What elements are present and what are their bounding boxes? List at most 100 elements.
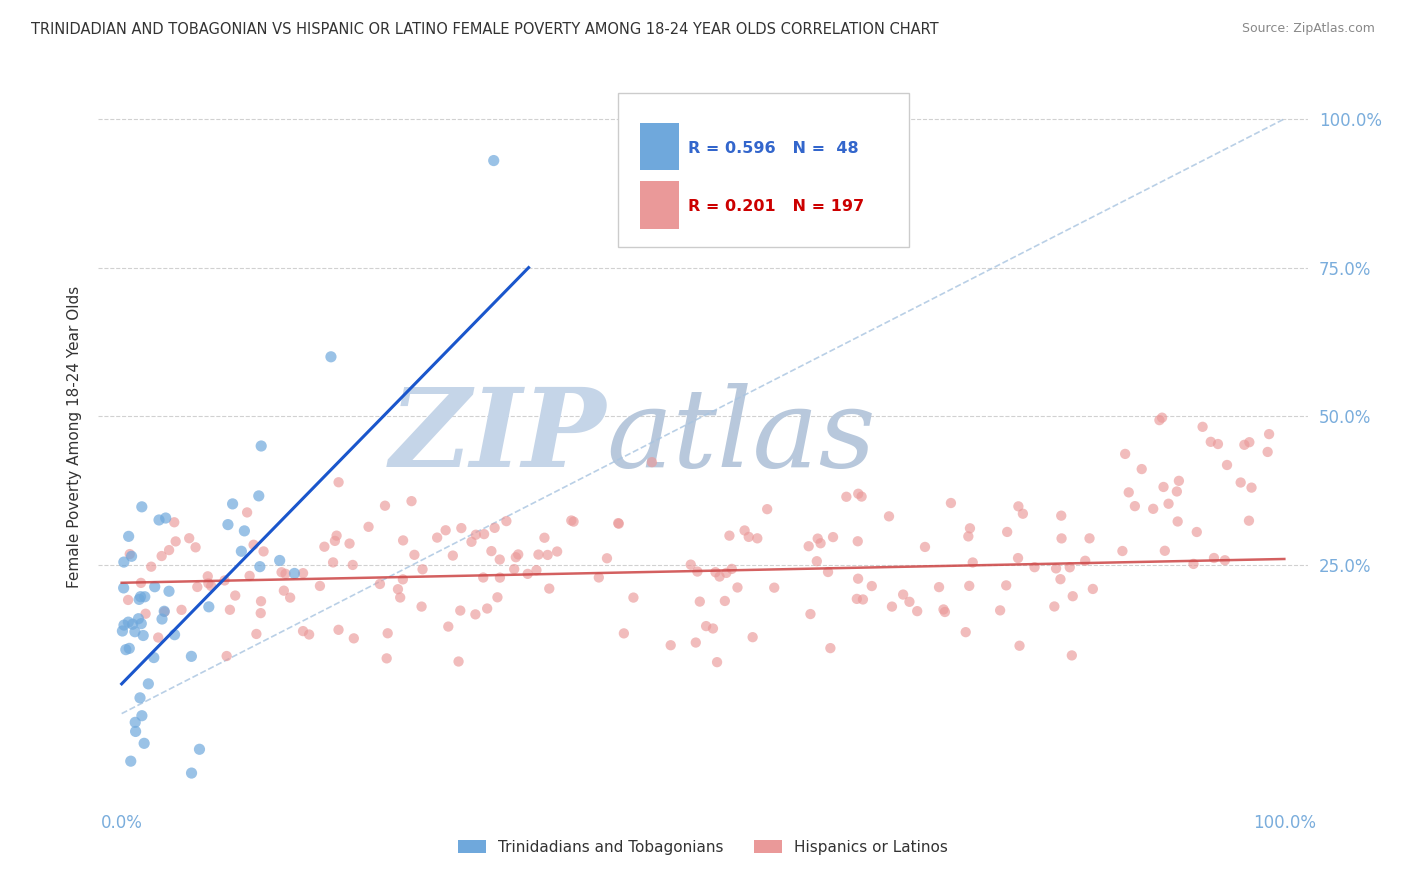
Point (1050, 508, 1073, 523)
Point (129, 575, 152, 590)
Point (928, 580, 950, 594)
Point (184, 541, 207, 555)
Point (434, 523, 457, 537)
Legend: Trinidadians and Tobagonians, Hispanics or Latinos: Trinidadians and Tobagonians, Hispanics … (453, 834, 953, 861)
Point (503, 562, 526, 576)
Point (153, 605, 176, 619)
Point (127, 612, 149, 626)
FancyBboxPatch shape (640, 122, 679, 170)
Text: ZIP: ZIP (389, 384, 606, 491)
Point (1059, 560, 1081, 574)
Point (249, 606, 271, 620)
Point (118, 547, 141, 561)
Point (215, 648, 238, 663)
Point (247, 489, 270, 503)
Point (292, 566, 315, 581)
Point (1185, 524, 1208, 539)
Point (1233, 438, 1256, 452)
Point (114, 642, 136, 657)
Point (1007, 500, 1029, 514)
Point (319, 350, 342, 364)
Point (962, 556, 984, 570)
Point (273, 583, 295, 598)
Point (689, 594, 711, 608)
Point (121, 549, 143, 564)
Point (197, 576, 219, 591)
Point (153, 604, 176, 618)
Point (486, 591, 509, 605)
Point (607, 516, 630, 531)
Point (118, 529, 141, 543)
Point (392, 573, 415, 587)
Point (1043, 599, 1066, 614)
Point (807, 532, 830, 546)
Point (112, 618, 135, 632)
Point (150, 612, 173, 626)
Point (155, 511, 177, 525)
Point (820, 641, 842, 656)
Point (898, 595, 921, 609)
Point (475, 601, 498, 615)
Point (121, 617, 143, 632)
Point (1191, 420, 1213, 434)
Text: Source: ZipAtlas.com: Source: ZipAtlas.com (1241, 22, 1375, 36)
Point (763, 581, 786, 595)
Point (860, 579, 883, 593)
Point (1213, 553, 1236, 567)
Point (1078, 532, 1101, 546)
Point (219, 603, 242, 617)
Point (623, 591, 645, 605)
Point (141, 559, 163, 574)
Point (709, 569, 731, 583)
Point (738, 530, 761, 544)
Point (134, 590, 156, 604)
Point (1049, 572, 1071, 586)
Point (157, 584, 180, 599)
Point (387, 582, 409, 597)
Point (695, 619, 717, 633)
Point (495, 514, 517, 528)
Point (217, 517, 239, 532)
Point (1206, 437, 1229, 451)
Point (538, 582, 561, 596)
Point (298, 627, 321, 641)
Point (214, 574, 236, 588)
Point (1153, 543, 1175, 558)
Point (412, 562, 434, 576)
Point (835, 490, 858, 504)
Point (484, 521, 506, 535)
Point (851, 490, 873, 504)
Point (117, 615, 139, 629)
Point (124, 624, 146, 639)
Point (231, 544, 253, 558)
Point (269, 553, 291, 567)
Point (129, 690, 152, 705)
Point (472, 527, 495, 541)
Point (1074, 554, 1097, 568)
Point (641, 455, 664, 469)
Point (1157, 497, 1180, 511)
Point (239, 569, 262, 583)
Point (314, 540, 336, 554)
Point (404, 548, 426, 562)
Point (368, 577, 391, 591)
Point (124, 715, 146, 730)
Point (718, 529, 741, 543)
Point (905, 604, 928, 618)
Point (339, 536, 361, 550)
Text: R = 0.596   N =  48: R = 0.596 N = 48 (689, 141, 859, 156)
Text: R = 0.201   N = 197: R = 0.201 N = 197 (689, 199, 865, 214)
Point (112, 555, 135, 569)
Point (1257, 445, 1279, 459)
Point (131, 708, 153, 723)
Point (1167, 474, 1189, 488)
Point (426, 531, 449, 545)
Point (939, 496, 962, 510)
Point (170, 603, 193, 617)
Point (1199, 434, 1222, 449)
Point (437, 619, 460, 633)
Point (482, 153, 505, 168)
Point (1182, 557, 1205, 571)
Point (148, 513, 170, 527)
Point (716, 566, 738, 580)
